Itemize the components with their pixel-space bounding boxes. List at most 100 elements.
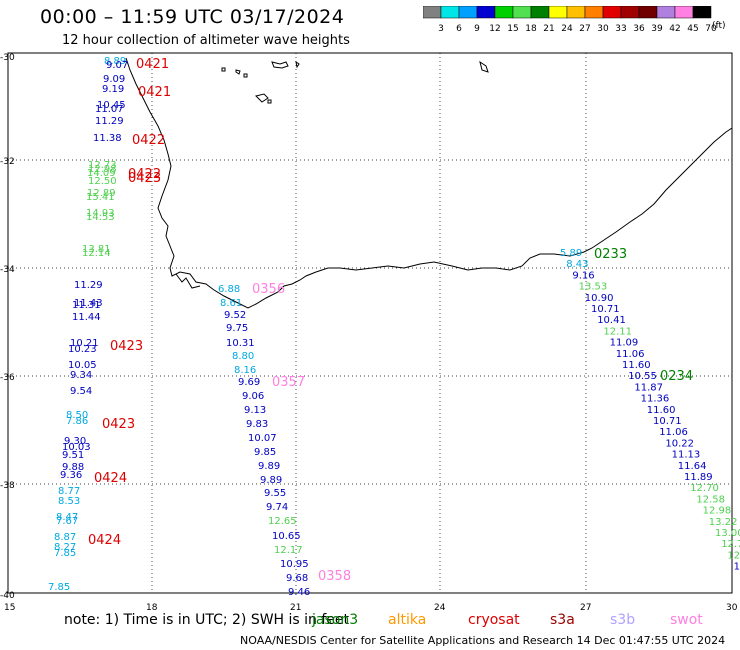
wave-height-label: 10.55 [628, 371, 657, 382]
wave-height-label: 12.70 [690, 483, 719, 494]
y-tick: -38 [0, 481, 15, 491]
wave-height-label: 13.53 [579, 282, 608, 293]
pass-time-label: 0233 [594, 247, 627, 262]
wave-height-label: 9.06 [242, 391, 264, 402]
wave-height-label: 7.85 [48, 582, 70, 593]
wave-height-label: 14.09 [87, 168, 116, 179]
wave-height-label: 12.46 [727, 550, 740, 561]
wave-height-label: 11.07 [95, 104, 124, 115]
x-tick: 30 [726, 603, 738, 612]
wave-height-label: 9.52 [224, 310, 246, 321]
pass-time-label: 0424 [94, 471, 127, 486]
wave-height-label: 10.07 [248, 433, 277, 444]
wave-height-label: 12.14 [82, 248, 111, 259]
wave-height-label: 13.22 [709, 517, 738, 528]
wave-height-label: 11.06 [659, 427, 688, 438]
y-tick: -36 [0, 373, 15, 383]
colorbar-label: 21 [543, 24, 554, 34]
wave-height-label: 8.47 [56, 512, 78, 523]
wave-height-label: 12.65 [268, 516, 297, 527]
wave-height-label: 8.50 [66, 410, 88, 421]
wave-height-label: 11.38 [93, 133, 122, 144]
wave-height-label: 14.53 [86, 212, 115, 223]
wave-height-label: 11.44 [72, 312, 101, 323]
x-tick: 18 [146, 603, 158, 612]
colorbar-label: 27 [579, 24, 590, 34]
wave-height-label: 12.50 [88, 176, 117, 187]
pass-time-label: 0423 [110, 339, 143, 354]
coast-detail [175, 273, 201, 289]
wave-height-label: 8.53 [58, 496, 80, 507]
colorbar-label: 12 [489, 24, 500, 34]
wave-height-label: 9.30 [64, 436, 86, 447]
wave-height-label: 12.98 [88, 164, 117, 175]
wave-height-label: 11.29 [95, 116, 124, 127]
wave-height-label: 11.87 [634, 382, 663, 393]
wave-height-label: 10.71 [591, 304, 620, 315]
wave-height-label: 9.89 [260, 475, 282, 486]
wave-height-label: 9.68 [286, 573, 308, 584]
y-axis-labels: -30 -32 -34 -36 -38 -40 [0, 53, 15, 601]
pass-time-label: 0424 [88, 533, 121, 548]
coastline [125, 57, 733, 309]
wave-height-label: 9.07 [106, 60, 128, 71]
wave-height-label: 8.80 [232, 351, 254, 362]
pass-time-label: 0423 [102, 417, 135, 432]
wave-height-label: 9.46 [288, 587, 310, 598]
wave-height-label: 14.93 [86, 208, 115, 219]
pass-time-label: 0421 [138, 85, 171, 100]
footnote: note: 1) Time is in UTC; 2) SWH is in fe… [64, 612, 350, 628]
wave-height-label: 9.34 [70, 370, 92, 381]
wave-height-label: 11.89 [684, 472, 713, 483]
wave-height-label: 12.17 [274, 545, 303, 556]
colorbar-label: 30 [597, 24, 609, 34]
wave-height-label: 11.36 [641, 394, 670, 405]
wave-height-label: 9.69 [238, 377, 260, 388]
colorbar-label: 42 [669, 24, 680, 34]
y-tick: -30 [0, 53, 15, 63]
y-tick: -40 [0, 591, 15, 601]
wave-height-label: 10.65 [272, 531, 301, 542]
wave-height-label: 12.89 [87, 188, 116, 199]
colorbar-unit: (ft) [712, 21, 726, 31]
wave-height-label: 10.03 [62, 442, 91, 453]
wave-height-label: 10.22 [665, 438, 694, 449]
colorbar-label: 24 [561, 24, 573, 34]
satellite-legend-s3b: s3b [610, 612, 636, 628]
page-subtitle: 12 hour collection of altimeter wave hei… [62, 33, 350, 48]
wave-height-label: 9.36 [60, 470, 82, 481]
graticule [8, 53, 732, 593]
pass-time-label: 0356 [252, 282, 285, 297]
wave-height-label: 13.00 [715, 528, 740, 539]
colorbar-label: 3 [438, 24, 444, 34]
wave-height-label: 9.85 [254, 447, 276, 458]
wave-height-label: 12.11 [603, 326, 632, 337]
wave-height-label: 8.61 [220, 298, 242, 309]
wave-height-label: 10.05 [68, 360, 97, 371]
wave-height-label: 7.86 [66, 416, 88, 427]
colorbar-label: 45 [687, 24, 698, 34]
wave-height-label: 11.06 [616, 349, 645, 360]
islands [221, 60, 489, 104]
pass-time-label: 0422 [132, 133, 165, 148]
wave-height-label: 11.09 [610, 338, 639, 349]
wave-height-label: 13.81 [82, 244, 111, 255]
pass-time-label: 0422 [128, 167, 161, 182]
wave-height-label: 10.71 [653, 416, 682, 427]
wave-height-label: 6.88 [218, 284, 240, 295]
colorbar-label: 70 [705, 24, 717, 34]
wave-height-label: 11.43 [74, 298, 103, 309]
colorbar-label: 39 [651, 24, 663, 34]
wave-height-label: 8.43 [566, 259, 588, 270]
wave-height-label: 9.54 [70, 386, 92, 397]
wave-height-label: 8.87 [54, 532, 76, 543]
wave-height-label: 9.89 [258, 461, 280, 472]
wave-height-label: 11.29 [74, 280, 103, 291]
wave-height-label: 8.16 [234, 365, 256, 376]
wave-height-label: 8.89 [104, 56, 126, 67]
track-labels: 8.899.079.099.1910.4511.0711.2911.3812.7… [48, 56, 740, 598]
wave-height-label: 5.89 [560, 248, 582, 259]
wave-height-label: 10.41 [597, 315, 626, 326]
altimeter-map: 15 18 21 24 27 30 -30 -32 -34 -36 -38 -4… [0, 52, 740, 612]
x-tick: 15 [4, 603, 15, 612]
